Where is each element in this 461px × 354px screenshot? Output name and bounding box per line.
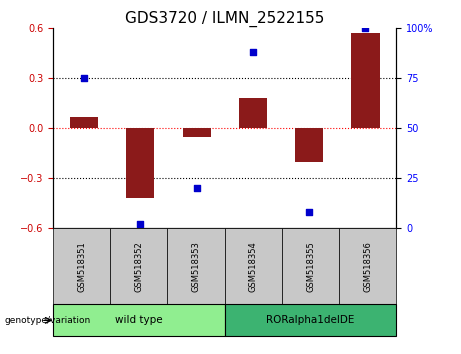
Point [193,185,200,191]
Title: GDS3720 / ILMN_2522155: GDS3720 / ILMN_2522155 [125,11,325,27]
Point [306,210,313,215]
Point [136,222,144,227]
Bar [183,129,211,137]
Bar [351,33,379,129]
Text: RORalpha1delDE: RORalpha1delDE [266,315,355,325]
Text: wild type: wild type [115,315,163,325]
Text: GSM518356: GSM518356 [363,241,372,292]
Text: genotype/variation: genotype/variation [5,316,91,325]
Point [362,25,369,31]
Bar [239,98,267,129]
Point [249,50,257,55]
Text: GSM518353: GSM518353 [192,241,201,292]
Text: GSM518351: GSM518351 [77,241,86,292]
Bar [126,129,154,198]
Point [80,75,88,81]
Text: GSM518354: GSM518354 [249,241,258,292]
Text: GSM518352: GSM518352 [134,241,143,292]
Text: GSM518355: GSM518355 [306,241,315,292]
Bar [70,117,98,129]
Bar [295,129,323,162]
